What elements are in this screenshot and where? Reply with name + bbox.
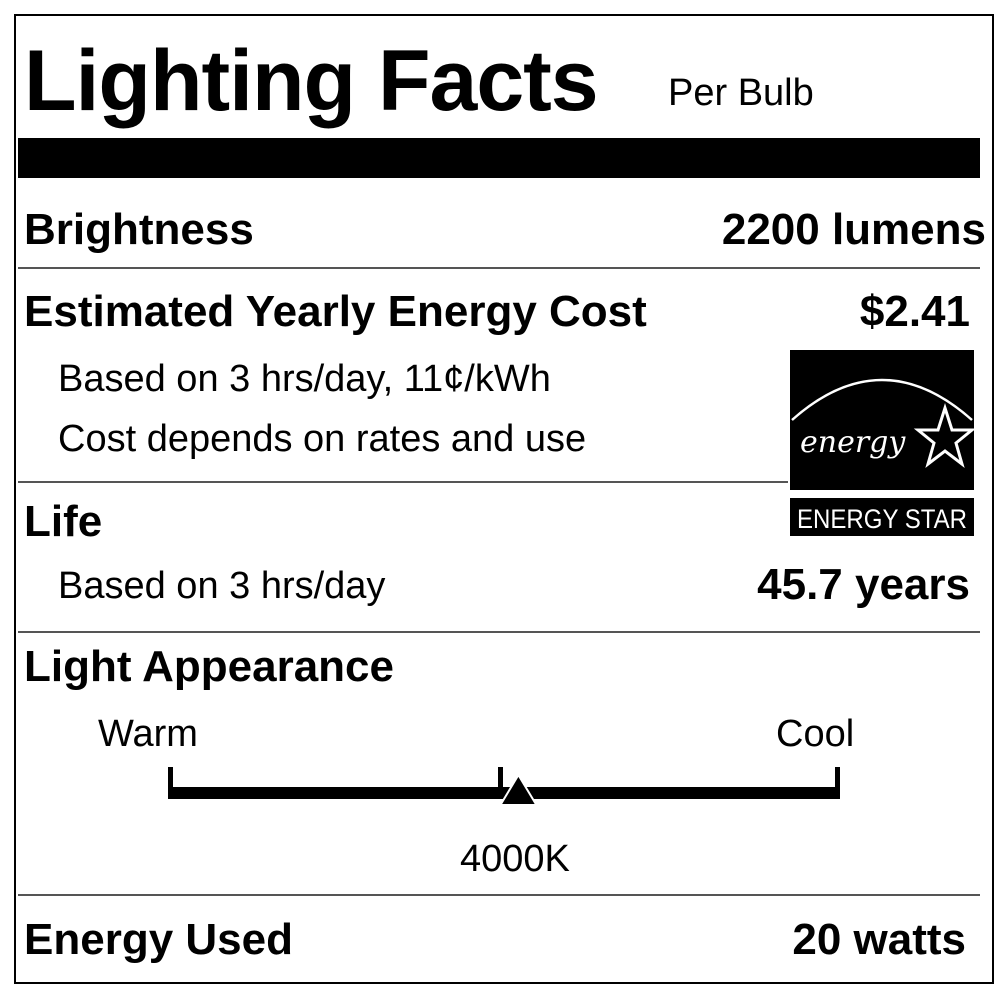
logo-banner-text: ENERGY STAR: [797, 504, 967, 534]
light-appearance-label: Light Appearance: [24, 642, 394, 691]
divider: [18, 894, 980, 896]
life-value: 45.7 years: [757, 560, 970, 609]
life-note: Based on 3 hrs/day: [58, 565, 386, 607]
energy-star-logo-icon: energy ENERGY STAR: [790, 350, 974, 536]
label-frame: [14, 14, 994, 984]
label-title: Lighting Facts: [24, 33, 599, 129]
energy-used-value: 20 watts: [792, 915, 966, 964]
color-temperature-marker: [498, 773, 539, 806]
cool-label: Cool: [776, 713, 855, 755]
logo-script-text: energy: [800, 425, 906, 460]
energy-used-label: Energy Used: [24, 915, 293, 964]
energy-cost-note: Based on 3 hrs/day, 11¢/kWh: [58, 358, 551, 400]
divider: [18, 267, 980, 269]
energy-cost-value: $2.41: [859, 287, 970, 336]
life-label: Life: [24, 497, 103, 546]
color-temperature-value: 4000K: [460, 838, 570, 880]
title-bar-divider: [18, 138, 980, 178]
color-temperature-scale: [168, 767, 840, 806]
divider: [18, 631, 980, 633]
divider: [18, 481, 788, 483]
brightness-value: 2200 lumens: [721, 205, 986, 254]
energy-cost-label: Estimated Yearly Energy Cost: [24, 287, 647, 336]
brightness-label: Brightness: [24, 205, 254, 254]
energy-cost-note: Cost depends on rates and use: [58, 418, 587, 460]
label-subtitle: Per Bulb: [668, 72, 814, 114]
warm-label: Warm: [98, 713, 198, 755]
